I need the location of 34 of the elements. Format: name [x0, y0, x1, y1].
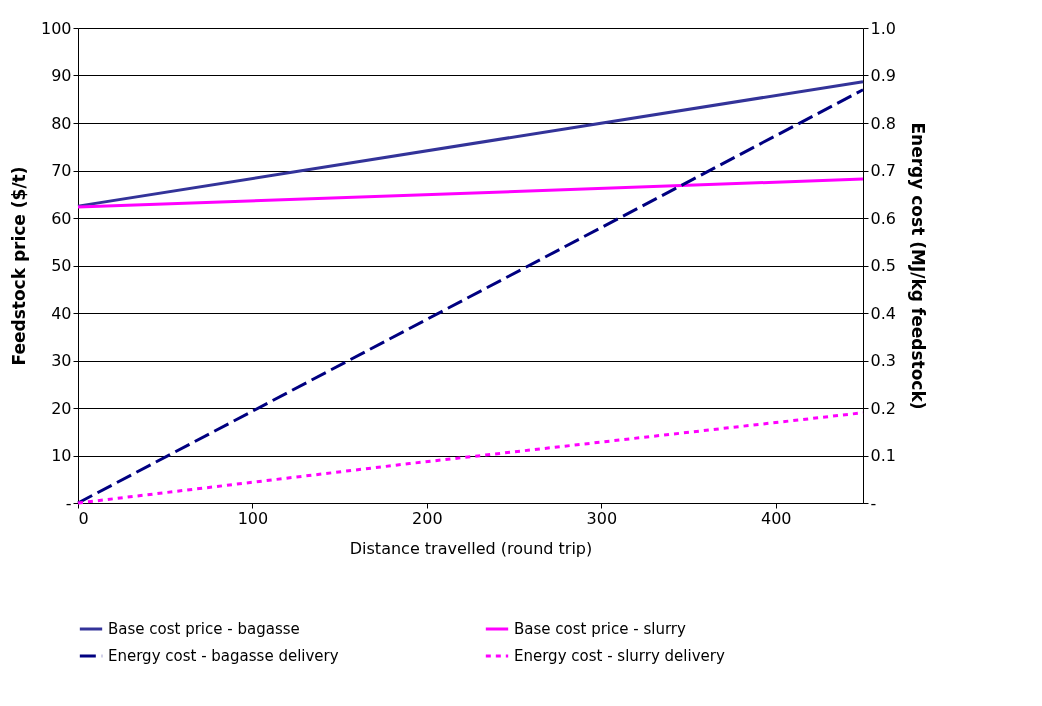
y2-tick-label: 1.0: [870, 18, 896, 38]
legend-label: Base cost price - bagasse: [108, 620, 300, 638]
x-tick-label: 400: [761, 508, 792, 528]
y-tick-label: 20: [51, 398, 72, 418]
y2-tick-label: 0.2: [870, 398, 896, 418]
x-axis-title: Distance travelled (round trip): [349, 538, 593, 558]
x-tick-label: 300: [586, 508, 618, 528]
y2-tick-label: 0.6: [870, 208, 896, 228]
y-tick-label: 60: [51, 208, 72, 228]
y2-tick-label: 0.7: [870, 161, 896, 180]
legend-label: Energy cost - slurry delivery: [514, 647, 725, 665]
y-tick-label: 70: [51, 161, 72, 180]
x-tick-label: 100: [237, 508, 269, 528]
y2-axis-title: Energy cost (MJ/kg feedstock): [907, 122, 928, 410]
y2-tick-label: -: [870, 493, 877, 513]
x-tick-label: 200: [412, 508, 443, 528]
y-tick-label: 80: [51, 113, 72, 133]
y-tick-label: 100: [40, 18, 72, 38]
y2-tick-label: 0.3: [870, 351, 896, 370]
y-tick-label: 10: [51, 446, 72, 465]
y-tick-label: -: [65, 493, 72, 513]
y2-tick-label: 0.9: [870, 66, 896, 85]
y2-tick-label: 0.4: [870, 303, 896, 323]
y-axis-title: Feedstock price ($/t): [8, 166, 29, 366]
y-tick-label: 40: [51, 303, 72, 323]
y-tick-label: 50: [51, 256, 72, 275]
y2-tick-label: 0.5: [870, 256, 896, 275]
y2-tick-label: 0.8: [870, 113, 896, 133]
y-tick-label: 90: [51, 66, 72, 85]
y2-tick-label: 0.1: [870, 446, 896, 465]
x-tick-label: 0: [78, 508, 89, 528]
y-tick-label: 30: [51, 351, 72, 370]
legend-label: Base cost price - slurry: [514, 620, 687, 638]
legend-label: Energy cost - bagasse delivery: [108, 647, 339, 665]
